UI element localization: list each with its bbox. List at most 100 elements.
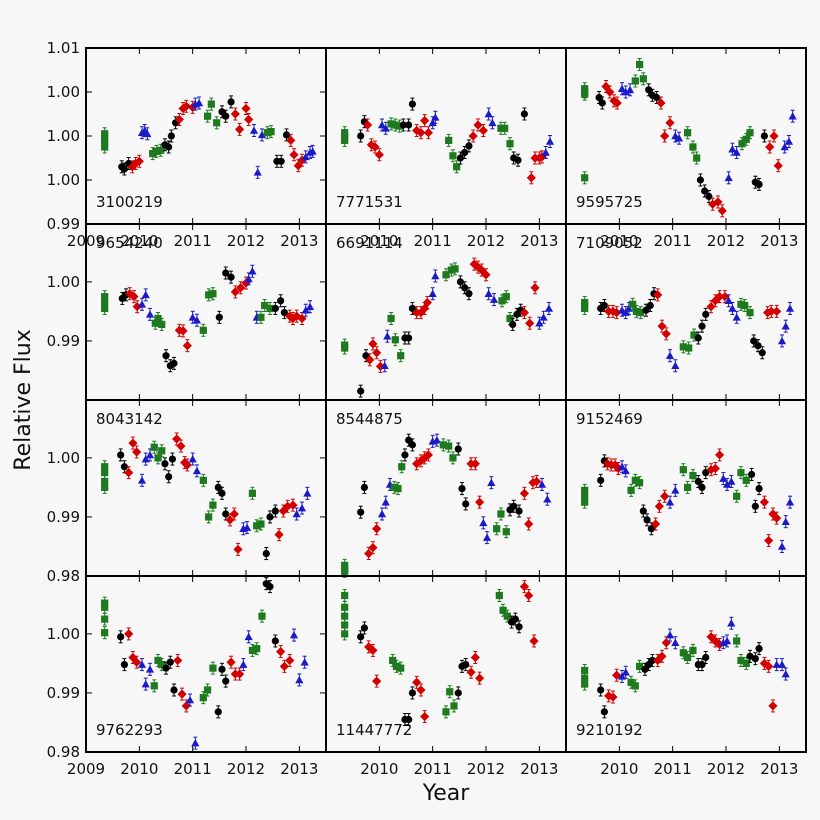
data-point (132, 302, 142, 312)
data-point (341, 591, 349, 600)
data-point (308, 147, 317, 155)
data-point (755, 484, 763, 493)
data-point (267, 128, 275, 136)
data-point (661, 329, 671, 339)
data-point (498, 297, 506, 305)
data-point (764, 535, 774, 546)
y-tick-label: 1.00 (47, 127, 80, 145)
data-point (178, 326, 188, 336)
data-point (241, 278, 251, 288)
panel-8544875: 8544875 (325, 399, 567, 578)
data-point (199, 694, 207, 702)
data-point (785, 304, 795, 312)
data-point (473, 120, 483, 130)
x-tick-label: 2013 (280, 760, 318, 778)
data-point (218, 489, 226, 497)
data-point (236, 283, 246, 293)
data-point (445, 136, 453, 144)
data-point (698, 483, 706, 492)
data-point (101, 629, 109, 637)
data-point (230, 109, 240, 119)
data-point (661, 638, 671, 648)
data-point (293, 161, 303, 171)
data-point (777, 336, 787, 345)
data-point (636, 479, 644, 487)
data-point (479, 518, 488, 527)
y-tick-label: 0.98 (47, 743, 80, 761)
data-point (158, 660, 166, 669)
data-point (597, 686, 605, 694)
x-tick-label: 2010 (360, 232, 398, 250)
data-point (374, 150, 384, 160)
data-point (341, 603, 349, 611)
data-point (581, 666, 589, 675)
data-point (394, 484, 402, 493)
data-point (277, 157, 285, 165)
data-point (257, 130, 267, 139)
data-point (117, 633, 125, 641)
data-point (288, 500, 298, 510)
data-point (781, 669, 790, 678)
data-point (370, 142, 380, 152)
data-point (706, 632, 716, 642)
data-point (423, 450, 433, 460)
data-point (766, 306, 776, 317)
data-point (239, 660, 248, 668)
data-point (279, 661, 289, 671)
x-tick-label: 2013 (760, 232, 798, 250)
data-point (282, 131, 291, 139)
data-point (199, 326, 207, 334)
data-point (397, 352, 405, 360)
data-point (679, 649, 687, 657)
x-tick-label: 2012 (467, 760, 505, 778)
data-point (442, 708, 450, 716)
data-point (515, 623, 523, 631)
panel-11447772: 2010 2011 2012 2013 11447772 (325, 575, 567, 778)
data-point (233, 544, 243, 555)
data-point (511, 615, 519, 623)
data-point (737, 656, 745, 665)
data-point (168, 455, 176, 463)
data-point (741, 301, 749, 310)
data-point (271, 304, 279, 313)
data-point (391, 336, 399, 344)
data-point (398, 463, 406, 471)
data-point (181, 701, 191, 711)
data-point (738, 140, 746, 148)
data-point (684, 653, 692, 662)
data-point (788, 112, 797, 120)
data-point (297, 503, 307, 512)
data-point (657, 321, 667, 331)
data-point (162, 352, 170, 360)
data-point (502, 293, 510, 301)
data-point (214, 708, 222, 716)
data-point (784, 137, 794, 145)
data-point (177, 689, 187, 699)
data-point (253, 522, 261, 530)
data-point (773, 161, 783, 171)
data-point (696, 176, 705, 184)
data-point (525, 318, 535, 328)
x-tick-label: 2011 (654, 232, 692, 250)
data-point (758, 349, 766, 357)
data-point (772, 306, 782, 317)
data-point (653, 93, 661, 102)
data-point (162, 664, 170, 672)
data-point (303, 489, 312, 497)
data-point (755, 645, 763, 653)
data-point (152, 147, 160, 155)
data-point (456, 154, 464, 162)
star-id-label: 7109052 (576, 234, 643, 252)
data-point (671, 361, 680, 370)
data-point (341, 136, 349, 144)
data-point (145, 450, 155, 459)
data-point (230, 287, 240, 297)
y-tick-label: 1.01 (47, 39, 80, 57)
data-point (450, 702, 458, 710)
data-point (702, 310, 710, 318)
data-point (226, 657, 236, 667)
data-point (621, 668, 630, 676)
data-point (715, 639, 725, 650)
data-point (170, 359, 178, 367)
data-point (280, 308, 288, 317)
